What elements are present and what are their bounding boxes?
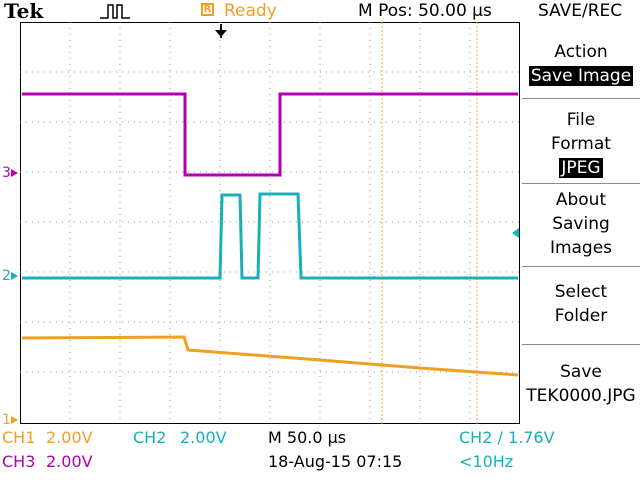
about-line1: About [555, 190, 607, 210]
ch3-marker-arrow [11, 169, 18, 177]
ch1-marker: 1 [2, 412, 11, 428]
ch2-trigger-level-marker [512, 228, 519, 238]
trigger-position-icon [214, 24, 228, 44]
horizontal-position: M Pos: 50.00 µs [358, 1, 492, 21]
select-folder-line1: Select [554, 282, 608, 302]
ch2-scale: 2.00V [180, 428, 227, 447]
ch1-marker-arrow [11, 416, 18, 424]
date-time: 18-Aug-15 07:15 [268, 452, 403, 471]
action-menu-item[interactable]: Action Save Image [522, 40, 640, 88]
ch1-trace [21, 335, 519, 377]
action-label: Action [554, 42, 608, 62]
file-format-label-line1: File [566, 110, 596, 130]
ch3-label: CH3 [2, 452, 36, 471]
trigger-frequency: <10Hz [459, 452, 514, 471]
file-format-value: JPEG [559, 158, 603, 178]
ch2-label: CH2 [133, 428, 167, 447]
trigger-readout: CH2 ∕ 1.76V [459, 428, 555, 447]
brand-logo: Tek [4, 0, 44, 23]
about-line3: Images [549, 238, 613, 258]
select-folder-line2: Folder [554, 306, 608, 326]
ch3-scale: 2.00V [46, 452, 93, 471]
menu-title: SAVE/REC [538, 1, 623, 21]
file-format-menu-item[interactable]: File Format JPEG [522, 108, 640, 180]
about-line2: Saving [552, 214, 610, 234]
ch3-trace [22, 92, 518, 177]
save-label: Save [560, 362, 602, 382]
ch3-marker: 3 [2, 165, 11, 181]
ch1-label: CH1 [2, 428, 36, 447]
cursor-lines [381, 22, 478, 424]
ch2-marker: 2 [2, 268, 11, 284]
waveform-canvas [20, 22, 520, 424]
ch2-trace [22, 192, 518, 280]
graticule-grid [20, 22, 520, 424]
timebase: M 50.0 µs [268, 428, 347, 447]
save-filename: TEK0000.JPG [526, 386, 636, 406]
action-value: Save Image [528, 66, 634, 86]
file-format-label-line2: Format [551, 134, 611, 154]
about-saving-images-menu-item[interactable]: About Saving Images [522, 188, 640, 260]
save-menu-item[interactable]: Save TEK0000.JPG [522, 360, 640, 408]
trigger-pulse-icon [100, 2, 136, 26]
select-folder-menu-item[interactable]: Select Folder [522, 280, 640, 328]
status-indicator: R [201, 3, 214, 16]
ch2-marker-arrow [11, 272, 18, 280]
ch1-scale: 2.00V [46, 428, 93, 447]
acquisition-status: Ready [224, 1, 277, 21]
